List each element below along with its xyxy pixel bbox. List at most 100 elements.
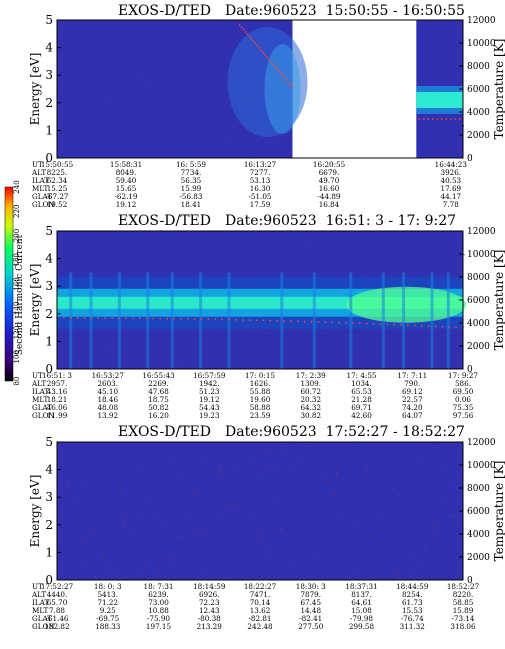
panel-3-noise-pixel [392,509,395,511]
panel-1-noise-pixel [143,113,146,115]
panel-3-noise-pixel [317,502,320,504]
panel-2-noise-pixel [132,359,135,361]
panel-2-noise-pixel [126,267,128,269]
panel-3-noise-pixel [304,507,307,509]
panel-3-noise-pixel [294,465,297,467]
panel-3-title: EXOS-D/TED [118,424,211,440]
panel-3-red-speck [104,556,105,558]
panel-1-noise-pixel [435,65,438,67]
panel-2-noise-pixel [288,233,291,234]
panel-3-noise-pixel [347,561,350,562]
panel-3-noise-pixel [195,551,198,553]
panel-3-noise-pixel [242,576,245,578]
panel-3-noise-pixel [68,532,71,534]
panel-1-noise-pixel [81,109,84,111]
panel-3-red-speck [431,448,433,450]
panel-3-noise-pixel [378,479,381,481]
panel-3-noise-pixel [350,454,353,456]
orbit-cell: 15.89 [452,606,474,616]
orbit-cell: -73.14 [451,614,475,624]
panel-2-vertical-streak [446,272,450,369]
panel-2-red-trace-point [152,317,155,320]
panel-3-red-speck [178,479,180,481]
panel-2-noise-pixel [64,271,67,273]
panel-2-noise-pixel [67,365,70,367]
panel-3-red-speck [122,474,124,476]
panel-2-red-trace-point [207,318,210,321]
panel-3-noise-pixel [344,518,347,520]
orbit-cell: 49.70 [318,176,340,186]
orbit-column: 18:22:27 7471. 70.14 13.62 -82.81 242.48 [244,582,276,632]
panel-1-red-trace-point [436,118,439,120]
orbit-cell: 17: 4:55 [346,371,377,380]
orbit-cell: 19.60 [249,395,271,405]
orbit-cell: 197.15 [145,622,172,632]
panel-3-noise-pixel [145,479,147,481]
panel-3-noise-pixel [161,544,164,546]
panel-1-noise-pixel [175,84,178,86]
panel-1-noise-pixel [267,24,270,26]
panel-2-noise-pixel [363,356,366,358]
panel-3-noise-pixel [111,459,114,461]
panel-3-noise-pixel [211,561,214,563]
panel-1-red-trace-point [291,86,294,88]
panel-2-noise-pixel [373,337,376,339]
panel-3-noise-pixel [241,484,244,486]
panel-3-red-speck [269,574,271,576]
orbit-row-label: GLAT [32,192,53,202]
panel-1-noise-pixel [104,101,107,102]
panel-2-noise-pixel [122,332,125,334]
panel-3-noise-pixel [364,572,367,574]
panel-1-noise-pixel [197,79,200,81]
panel-3-noise-pixel [290,445,293,446]
panel-2-noise-pixel [411,272,414,274]
panel-1-noise-pixel [187,113,190,115]
panel-3-red-speck [192,491,194,493]
panel-3-noise-pixel [238,494,241,496]
panel-2-ytick-label: 4 [45,252,53,266]
panel-3-noise-pixel [330,460,333,462]
orbit-cell: 75.35 [452,403,474,413]
panel-2-ytick-label: 2 [45,307,53,321]
panel-2-noise-pixel [242,235,245,237]
panel-1-noise-pixel [147,69,150,71]
panel-2-noise-pixel [442,344,445,346]
panel-3-noise-pixel [282,503,285,505]
panel-3-noise-pixel [74,480,77,482]
panel-1-noise-pixel [82,51,85,53]
orbit-cell: 15.65 [115,184,137,194]
orbit-column: 16:51: 3 2957. 43.16 18.21 46.06 11.99 [42,371,72,421]
panel-3-noise-pixel [280,572,283,574]
panel-2-noise-pixel [450,267,453,269]
panel-2-noise-pixel [368,248,371,250]
panel-3-red-speck [102,557,104,559]
panel-3-noise-pixel [363,526,366,528]
panel-3-red-speck [156,568,158,570]
panel-2-red-trace-point [83,317,86,319]
panel-2-red-trace-point [69,317,72,319]
orbit-cell: 65.53 [351,387,372,397]
panel-3-red-speck [308,465,310,467]
panel-1-noise-pixel [177,143,180,145]
panel-2-time-range: 16:51: 3 - 17: 9:27 [325,213,457,229]
panel-2-noise-pixel [224,353,227,355]
panel-2-noise-pixel [127,250,130,252]
panel-3-noise-pixel [431,472,434,474]
panel-3-noise-pixel [72,537,74,539]
panel-1-noise-pixel [188,138,191,140]
panel-3-red-speck [281,528,283,530]
panel-3-red-speck [301,504,303,506]
panel-3-red-speck [366,466,368,468]
panel-1-noise-pixel [172,112,175,114]
panel-1-noise-pixel [101,70,104,72]
panel-3-noise-pixel [415,459,418,460]
panel-2-noise-pixel [299,232,302,234]
panel-1-noise-pixel [210,50,213,52]
panel-3-ytick-label: 4 [45,463,53,477]
panel-2-noise-pixel [208,240,211,242]
panel-1-noise-pixel [161,149,164,151]
panel-2-noise-pixel [134,361,137,363]
orbit-cell: 48.08 [97,403,119,413]
panel-3-red-speck [352,524,354,526]
panel-3-noise-pixel [100,553,103,555]
